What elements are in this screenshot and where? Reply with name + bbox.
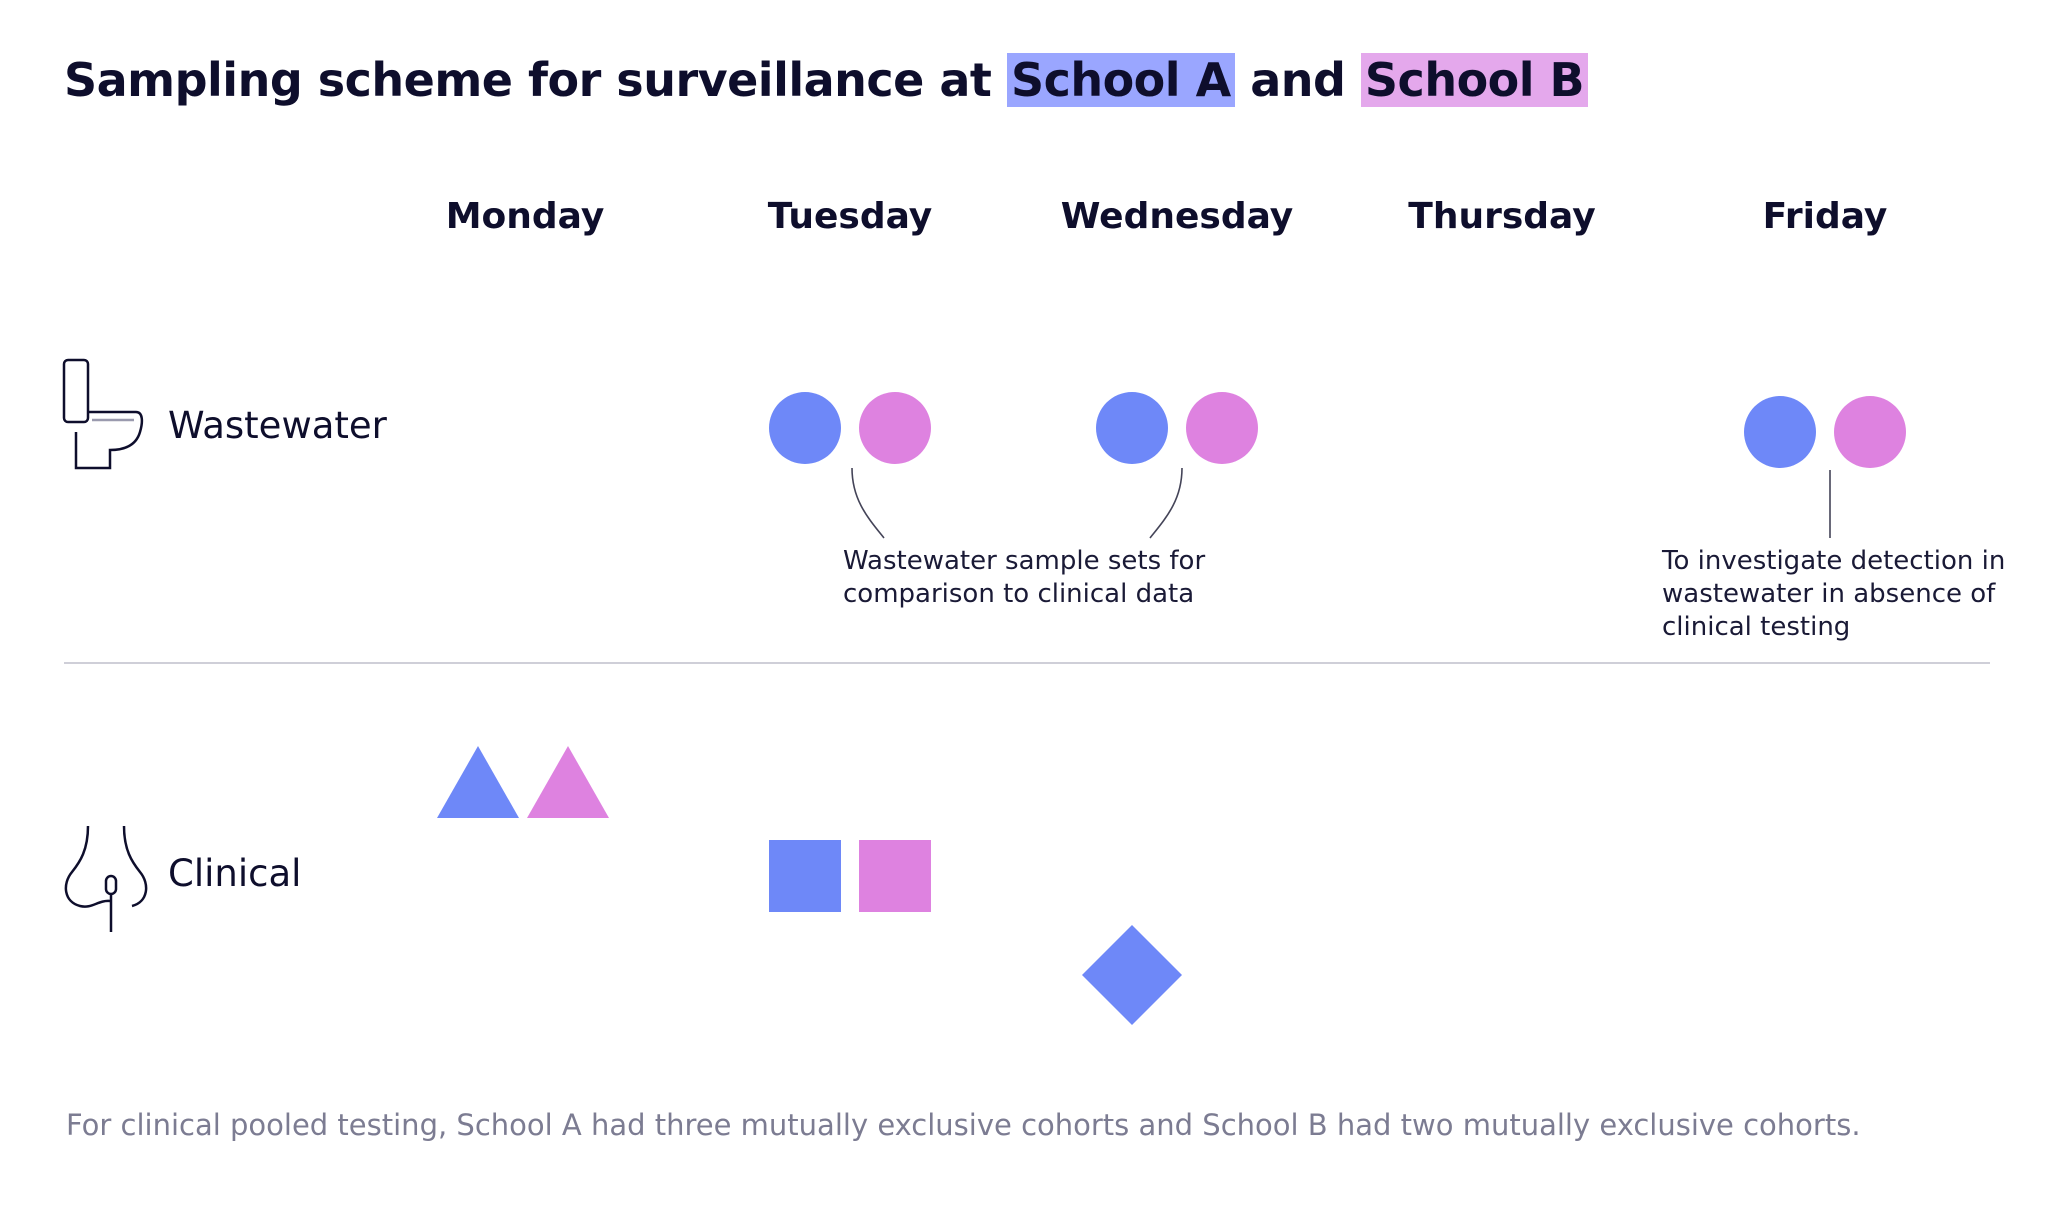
day-header-wednesday: Wednesday bbox=[1060, 196, 1294, 237]
leader-tuesday bbox=[851, 467, 885, 539]
row-label-clinical: Clinical bbox=[168, 852, 302, 895]
page-title: Sampling scheme for surveillance at Scho… bbox=[64, 50, 1589, 110]
title-prefix: Sampling scheme for surveillance at bbox=[64, 53, 992, 107]
note-comparison-line-2: comparison to clinical data bbox=[843, 579, 1195, 609]
wastewater-tuesday-school-a-circle bbox=[769, 392, 841, 464]
day-header-thursday: Thursday bbox=[1408, 196, 1596, 237]
clinical-monday-school-a-triangle bbox=[437, 746, 519, 818]
day-header-friday: Friday bbox=[1762, 196, 1888, 237]
note-comparison: Wastewater sample sets for comparison to… bbox=[843, 545, 1205, 611]
clinical-wednesday-school-a-diamond bbox=[1082, 925, 1182, 1025]
toilet-icon bbox=[62, 358, 144, 470]
footer-note: For clinical pooled testing, School A ha… bbox=[66, 1108, 1861, 1142]
school-a-highlight: School A bbox=[1006, 53, 1235, 107]
title-middle: and bbox=[1250, 53, 1346, 107]
wastewater-wednesday-school-a-circle bbox=[1096, 392, 1168, 464]
row-label-wastewater: Wastewater bbox=[168, 404, 387, 447]
day-header-monday: Monday bbox=[445, 196, 605, 237]
clinical-monday-school-b-triangle bbox=[527, 746, 609, 818]
note-investigate-line-2: wastewater in absence of bbox=[1662, 579, 1996, 609]
wastewater-wednesday-school-b-circle bbox=[1186, 392, 1258, 464]
school-b-highlight: School B bbox=[1360, 53, 1589, 107]
note-investigate-line-1: To investigate detection in bbox=[1662, 546, 2006, 576]
wastewater-friday-school-a-circle bbox=[1744, 396, 1816, 468]
wastewater-friday-school-b-circle bbox=[1834, 396, 1906, 468]
sample-marks bbox=[437, 392, 1906, 1025]
day-header-tuesday: Tuesday bbox=[767, 196, 933, 237]
note-comparison-line-1: Wastewater sample sets for bbox=[843, 546, 1206, 576]
leader-wednesday bbox=[1149, 467, 1183, 539]
note-investigate-line-3: clinical testing bbox=[1662, 612, 1851, 642]
wastewater-tuesday-school-b-circle bbox=[859, 392, 931, 464]
clinical-tuesday-school-a-square bbox=[769, 840, 841, 912]
nose-swab-icon bbox=[64, 825, 148, 932]
note-investigate: To investigate detection in wastewater i… bbox=[1662, 545, 2005, 644]
clinical-tuesday-school-b-square bbox=[859, 840, 931, 912]
